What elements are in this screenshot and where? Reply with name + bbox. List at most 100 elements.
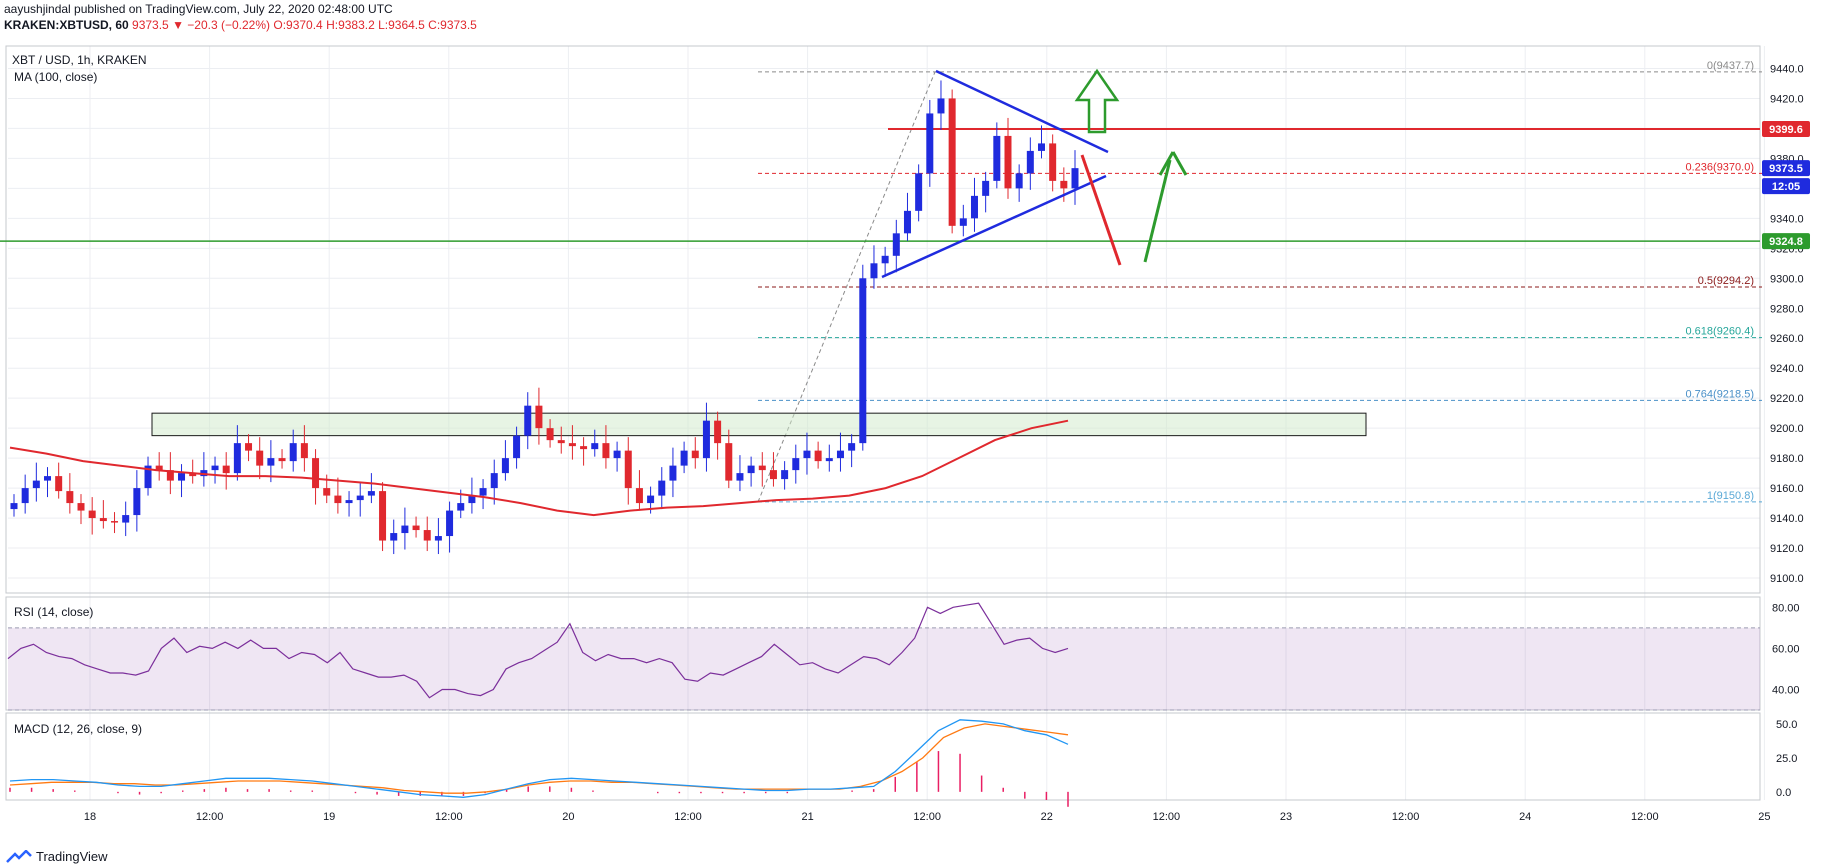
x-tick-label: 19	[323, 811, 335, 823]
triangle-upper-line	[935, 69, 1109, 154]
main-title: XBT / USD, 1h, KRAKEN	[12, 53, 147, 67]
candle-body	[959, 218, 967, 226]
price-tick-label: 9220.0	[1770, 393, 1804, 405]
candle-body	[77, 503, 85, 511]
candle-body	[781, 470, 789, 480]
candle-body	[937, 98, 945, 114]
candle-body	[1049, 143, 1057, 181]
candle-body	[647, 495, 655, 504]
price-label-badge	[1762, 233, 1810, 250]
candle-body	[803, 450, 811, 459]
price-label-badge	[1762, 160, 1810, 177]
price-label-text: 9373.5	[1769, 163, 1803, 175]
candle-body	[568, 443, 576, 447]
x-tick-label: 20	[562, 811, 574, 823]
candle-body	[591, 443, 599, 450]
price-tick-label: 9120.0	[1770, 543, 1804, 555]
candle-body	[948, 98, 956, 226]
price-label-text: 9399.6	[1769, 124, 1803, 136]
candle-body	[635, 488, 643, 504]
candle-body	[926, 113, 934, 174]
candle-body	[412, 525, 420, 531]
brand-name: TradingView	[36, 849, 108, 864]
candle-body	[714, 420, 722, 444]
fib-label: 0.236(9370.0)	[1686, 161, 1755, 173]
candle-body	[88, 510, 96, 519]
candle-body	[345, 500, 353, 504]
macd-tick-label: 0.0	[1776, 787, 1791, 799]
candle-body	[1037, 143, 1045, 151]
candle-body	[870, 263, 878, 279]
x-tick-label: 22	[1041, 811, 1053, 823]
candle-body	[859, 278, 867, 444]
price-tick-label: 9340.0	[1770, 213, 1804, 225]
price-label-text: 12:05	[1772, 181, 1800, 193]
candle-body	[178, 473, 186, 481]
macd-tick-label: 25.0	[1776, 753, 1797, 765]
x-tick-label: 12:00	[196, 811, 224, 823]
candle-body	[55, 476, 63, 492]
rsi-pane	[7, 602, 1760, 711]
candle-body	[624, 450, 632, 489]
candle-body	[300, 443, 308, 459]
candle-body	[189, 473, 197, 477]
candle-body	[836, 450, 844, 459]
candle-body	[222, 465, 230, 474]
chart-header: aayushjindal published on TradingView.co…	[4, 2, 477, 32]
rsi-band	[8, 627, 1760, 710]
rsi-title: RSI (14, close)	[14, 605, 93, 619]
candle-body	[725, 443, 733, 481]
price-tick-label: 9260.0	[1770, 333, 1804, 345]
x-tick-label: 12:00	[1631, 811, 1659, 823]
price-tick-label: 9200.0	[1770, 423, 1804, 435]
candle-body	[245, 443, 253, 451]
ma-100-line	[9, 419, 1069, 517]
price-label-badge	[1762, 121, 1810, 138]
candle-body	[211, 465, 219, 471]
candle-body	[814, 450, 822, 462]
candle-body	[289, 443, 297, 462]
candle-body	[747, 465, 755, 474]
symbol-label: KRAKEN:XBTUSD, 60	[4, 18, 129, 32]
up-arrow-icon	[1143, 159, 1172, 263]
candle-body	[680, 450, 688, 466]
candle-body	[133, 488, 141, 516]
candle-body	[144, 465, 152, 489]
candle-body	[390, 533, 398, 541]
macd-pane	[9, 719, 1069, 807]
macd-title: MACD (12, 26, close, 9)	[14, 722, 142, 736]
candle-body	[434, 536, 442, 541]
candle-body	[613, 450, 621, 459]
candle-body	[792, 458, 800, 471]
candle-body	[769, 470, 777, 480]
price-axis: 9100.0 9120.0 9140.0 9160.0 9180.0 9200.0 9220…	[1762, 63, 1810, 799]
price-tick-label: 9440.0	[1770, 63, 1804, 75]
x-tick-label: 23	[1280, 811, 1292, 823]
triangle-lower-line	[881, 174, 1107, 279]
candle-body	[334, 495, 342, 504]
candle-body	[1060, 180, 1068, 189]
candle-body	[546, 428, 554, 441]
candle-body	[1071, 168, 1079, 189]
rsi-tick-label: 60.00	[1772, 643, 1800, 655]
candle-body	[848, 443, 856, 451]
pane-frame	[5, 45, 1761, 594]
x-tick-label: 25	[1758, 811, 1770, 823]
candle-body	[468, 495, 476, 504]
candle-body	[915, 173, 923, 211]
price-tick-label: 9300.0	[1770, 273, 1804, 285]
fib-label: 1(9150.8)	[1707, 490, 1754, 502]
ohlc-values: O:9370.4 H:9383.2 L:9364.5 C:9373.5	[273, 18, 477, 32]
x-tick-label: 12:00	[1153, 811, 1181, 823]
pane-frame	[5, 712, 1761, 801]
ohlc-line: KRAKEN:XBTUSD, 60 9373.5 ▼ −20.3 (−0.22%…	[4, 18, 477, 32]
candle-body	[233, 443, 241, 474]
candle-body	[278, 458, 286, 462]
candle-body	[256, 450, 264, 466]
macd-line	[9, 719, 1069, 798]
candle-body	[602, 443, 610, 459]
candle-body	[166, 470, 174, 481]
candle-body	[513, 435, 521, 459]
candle-body	[702, 420, 710, 459]
